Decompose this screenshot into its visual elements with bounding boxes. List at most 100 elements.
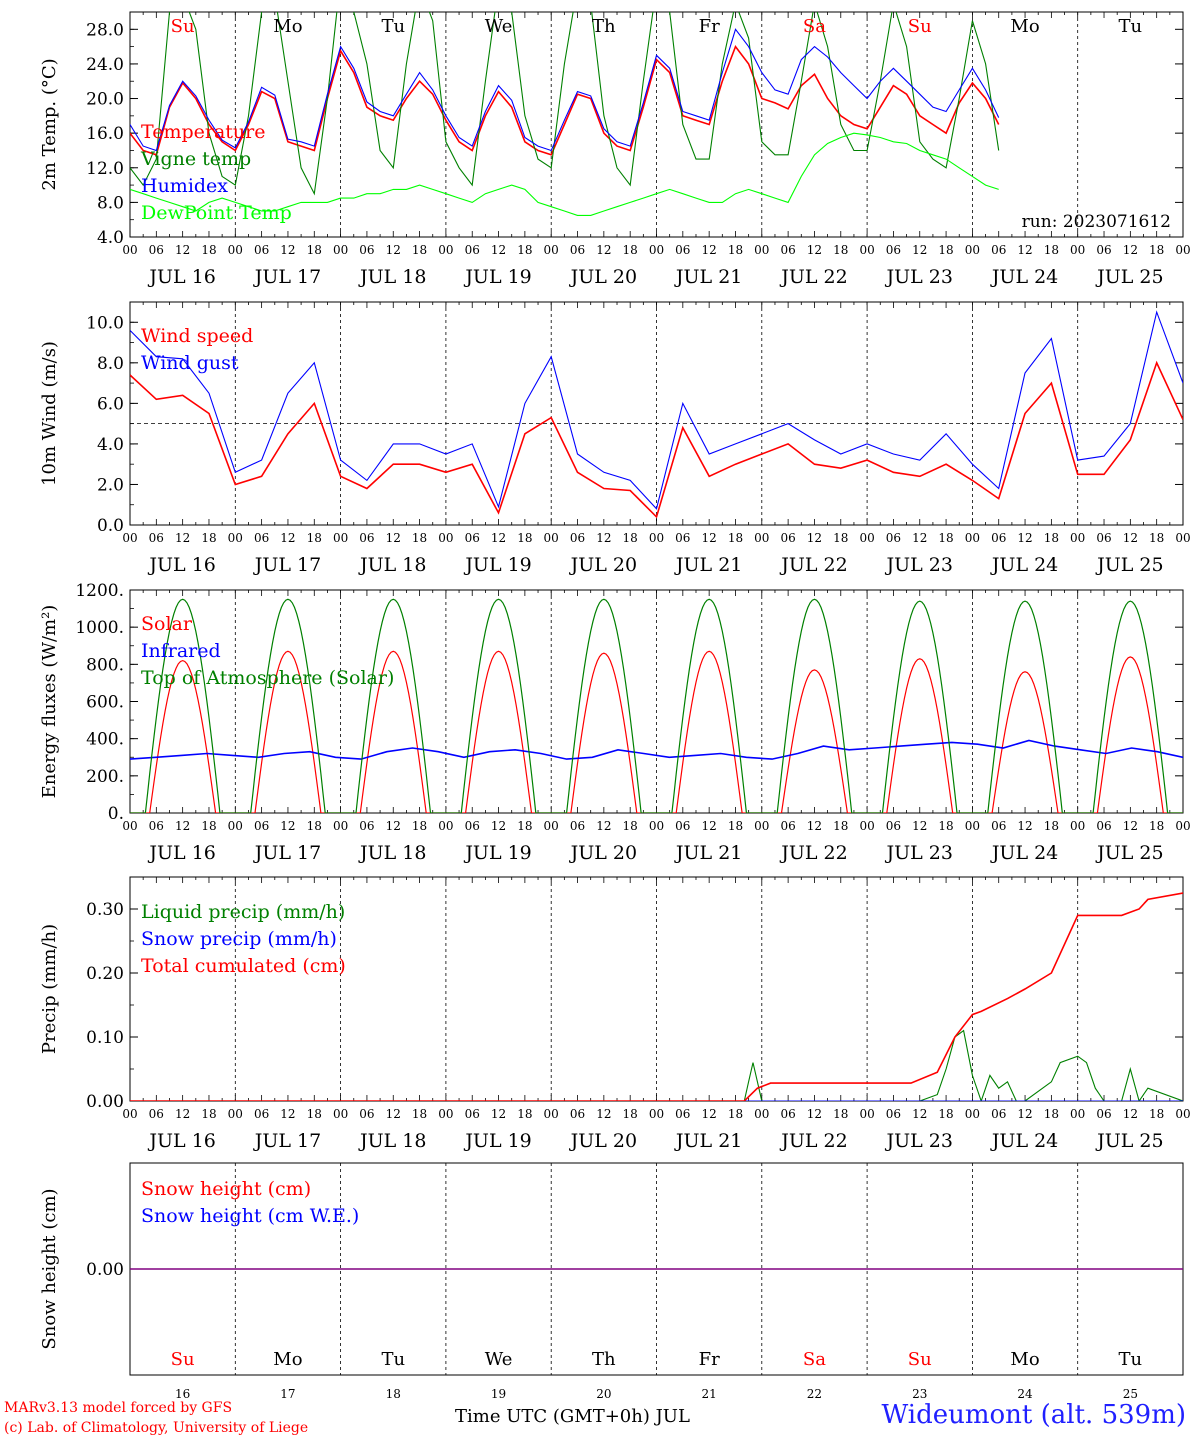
weekday-label-top: Tu bbox=[381, 16, 405, 37]
day-number-label: 23 bbox=[912, 1387, 927, 1401]
hour-tick-label: 06 bbox=[254, 531, 269, 545]
hour-tick-label: 12 bbox=[280, 819, 295, 833]
y-tick-label: 1000. bbox=[75, 618, 124, 638]
weekday-label-top: Th bbox=[592, 16, 616, 37]
hour-tick-label: 00 bbox=[649, 531, 664, 545]
series-line bbox=[130, 310, 1183, 510]
hour-tick-label: 00 bbox=[649, 243, 664, 257]
legend-entry: Top of Atmosphere (Solar) bbox=[141, 667, 394, 689]
date-label: JUL 20 bbox=[569, 1130, 637, 1152]
hour-tick-label: 12 bbox=[702, 819, 717, 833]
hour-tick-label: 00 bbox=[649, 819, 664, 833]
legend-entry: Liquid precip (mm/h) bbox=[141, 901, 345, 923]
hour-tick-label: 06 bbox=[149, 819, 164, 833]
run-annotation: run: 2023071612 bbox=[1022, 212, 1171, 232]
hour-tick-label: 06 bbox=[675, 531, 690, 545]
hour-tick-label: 00 bbox=[1175, 531, 1190, 545]
weekday-label-top: Mo bbox=[273, 16, 302, 37]
hour-tick-label: 12 bbox=[280, 531, 295, 545]
hour-tick-label: 00 bbox=[1070, 819, 1085, 833]
y-tick-label: 6.0 bbox=[97, 394, 124, 414]
hour-tick-label: 18 bbox=[412, 1107, 427, 1121]
hour-tick-label: 06 bbox=[254, 819, 269, 833]
date-label: JUL 18 bbox=[358, 554, 426, 576]
hour-tick-label: 00 bbox=[544, 1107, 559, 1121]
weekday-label-bottom: Tu bbox=[381, 1349, 405, 1370]
date-label: JUL 19 bbox=[463, 266, 531, 288]
series-line bbox=[130, 44, 1000, 156]
hour-tick-label: 18 bbox=[623, 243, 638, 257]
hour-tick-label: 12 bbox=[1017, 819, 1032, 833]
weekday-label-bottom: We bbox=[485, 1349, 513, 1370]
y-tick-label: 12.0 bbox=[86, 159, 124, 179]
hour-tick-label: 00 bbox=[333, 1107, 348, 1121]
date-label: JUL 24 bbox=[990, 554, 1058, 576]
hour-tick-label: 18 bbox=[307, 243, 322, 257]
hour-tick-label: 00 bbox=[754, 819, 769, 833]
hour-tick-label: 18 bbox=[938, 243, 953, 257]
y-tick-label: 400. bbox=[86, 730, 124, 750]
panel-2-series bbox=[130, 310, 1183, 519]
hour-tick-label: 06 bbox=[991, 243, 1006, 257]
hour-tick-label: 12 bbox=[807, 243, 822, 257]
hour-tick-label: 00 bbox=[228, 819, 243, 833]
hour-tick-label: 12 bbox=[386, 1107, 401, 1121]
hour-tick-label: 18 bbox=[1044, 531, 1059, 545]
hour-tick-label: 18 bbox=[517, 1107, 532, 1121]
hour-tick-label: 12 bbox=[175, 819, 190, 833]
hour-tick-label: 12 bbox=[175, 1107, 190, 1121]
weekday-label-top: Tu bbox=[1119, 16, 1143, 37]
hour-tick-label: 18 bbox=[728, 1107, 743, 1121]
hour-tick-label: 00 bbox=[754, 531, 769, 545]
hour-tick-label: 00 bbox=[754, 243, 769, 257]
hour-tick-label: 00 bbox=[859, 819, 874, 833]
hour-tick-label: 18 bbox=[517, 819, 532, 833]
date-label: JUL 23 bbox=[885, 1130, 953, 1152]
hour-tick-label: 00 bbox=[965, 531, 980, 545]
hour-tick-label: 18 bbox=[517, 243, 532, 257]
hour-tick-label: 06 bbox=[675, 1107, 690, 1121]
hour-tick-label: 18 bbox=[728, 531, 743, 545]
y-tick-label: 8.0 bbox=[97, 193, 124, 213]
legend-entry: Wind speed bbox=[141, 325, 253, 347]
series-line bbox=[130, 650, 1183, 813]
hour-tick-label: 18 bbox=[201, 243, 216, 257]
y-axis-label: 10m Wind (m/s) bbox=[39, 341, 60, 486]
hour-tick-label: 18 bbox=[623, 819, 638, 833]
hour-tick-label: 18 bbox=[1149, 1107, 1164, 1121]
hour-tick-label: 06 bbox=[149, 1107, 164, 1121]
date-label: JUL 22 bbox=[779, 266, 847, 288]
hour-tick-label: 06 bbox=[886, 819, 901, 833]
hour-tick-label: 00 bbox=[228, 1107, 243, 1121]
weekday-label-top: Fr bbox=[699, 16, 720, 37]
weekday-label-bottom: Mo bbox=[1010, 1349, 1039, 1370]
date-label: JUL 20 bbox=[569, 266, 637, 288]
hour-tick-label: 18 bbox=[412, 819, 427, 833]
date-label: JUL 24 bbox=[990, 1130, 1058, 1152]
y-tick-label: 0.0 bbox=[97, 516, 124, 536]
hour-tick-label: 18 bbox=[833, 531, 848, 545]
y-axis-label: 2m Temp. (°C) bbox=[39, 58, 60, 190]
hour-tick-label: 00 bbox=[228, 243, 243, 257]
hour-tick-label: 18 bbox=[938, 819, 953, 833]
hour-tick-label: 18 bbox=[1044, 819, 1059, 833]
hour-tick-label: 06 bbox=[675, 819, 690, 833]
hour-tick-label: 12 bbox=[596, 531, 611, 545]
hour-tick-label: 12 bbox=[596, 243, 611, 257]
y-tick-label: 24.0 bbox=[86, 55, 124, 75]
hour-tick-label: 06 bbox=[465, 1107, 480, 1121]
hour-tick-label: 00 bbox=[438, 243, 453, 257]
series-line bbox=[130, 360, 1183, 519]
day-number-label: 25 bbox=[1123, 1387, 1138, 1401]
hour-tick-label: 00 bbox=[649, 1107, 664, 1121]
y-axis-label: Energy fluxes (W/m²) bbox=[39, 605, 60, 799]
legend-entry: Temperature bbox=[141, 121, 265, 143]
day-number-label: 22 bbox=[807, 1387, 822, 1401]
hour-tick-label: 18 bbox=[728, 819, 743, 833]
hour-tick-label: 00 bbox=[122, 243, 137, 257]
date-label: JUL 17 bbox=[253, 842, 321, 864]
legend-entry: Vigne temp bbox=[140, 148, 251, 170]
hour-tick-label: 18 bbox=[728, 243, 743, 257]
hour-tick-label: 06 bbox=[254, 1107, 269, 1121]
weekday-label-bottom: Su bbox=[171, 1349, 195, 1370]
